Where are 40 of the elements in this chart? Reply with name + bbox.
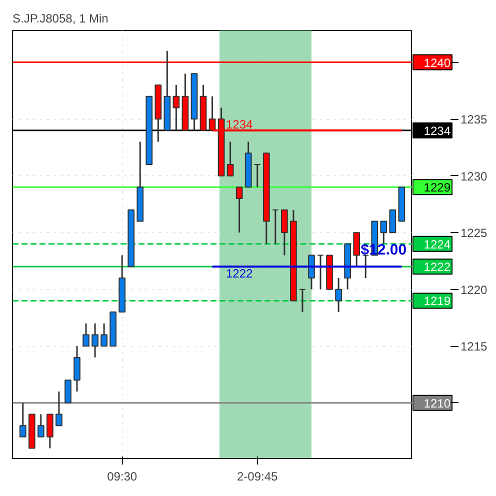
candlestick: [236, 186, 243, 234]
candlestick: [389, 209, 396, 234]
ref-line-label: 1224: [424, 237, 451, 252]
candlestick: [100, 322, 108, 347]
ref-line-label: 1240: [424, 56, 451, 70]
y-tick-label: 1220: [460, 282, 488, 297]
ref-line-label: 1219: [424, 294, 451, 308]
candlestick: [19, 402, 26, 438]
y-tick-label: 1235: [460, 112, 488, 127]
y-tick-label: 1230: [460, 169, 488, 184]
data-label: 1222: [226, 266, 254, 281]
x-tick-label: 2-09:45: [237, 470, 278, 484]
ref-line-label: 1229: [424, 180, 451, 195]
ref-line-label: 1210: [424, 396, 451, 410]
candlestick: [74, 345, 80, 392]
ref-line-label: 1222: [424, 260, 451, 274]
candlestick: [172, 84, 180, 132]
y-tick-label: 1225: [460, 226, 488, 240]
candlestick: [308, 254, 315, 290]
candlestick: [280, 209, 288, 256]
candlestick: [37, 413, 44, 438]
candlestick: [64, 380, 72, 404]
candlestick: [272, 209, 279, 245]
data-label: 1234: [226, 117, 254, 132]
candlestick: [335, 277, 342, 313]
y-tick-label: 1215: [460, 340, 488, 354]
candlestick: [317, 254, 324, 290]
candlestick: [56, 390, 62, 426]
ref-line-label: 1234: [424, 124, 451, 138]
candlestick: [46, 413, 54, 450]
candlestick: [299, 288, 306, 313]
candlestick: [380, 220, 388, 245]
chart-title: S.JP.J8058, 1 Min: [12, 12, 108, 26]
candlestick: [92, 322, 98, 358]
candlestick: [254, 164, 261, 188]
candlestick: [82, 322, 90, 347]
candlestick: [226, 141, 234, 177]
x-tick-label: 09:30: [107, 470, 138, 484]
candlestick: [353, 232, 360, 268]
candlestick: [362, 254, 370, 279]
